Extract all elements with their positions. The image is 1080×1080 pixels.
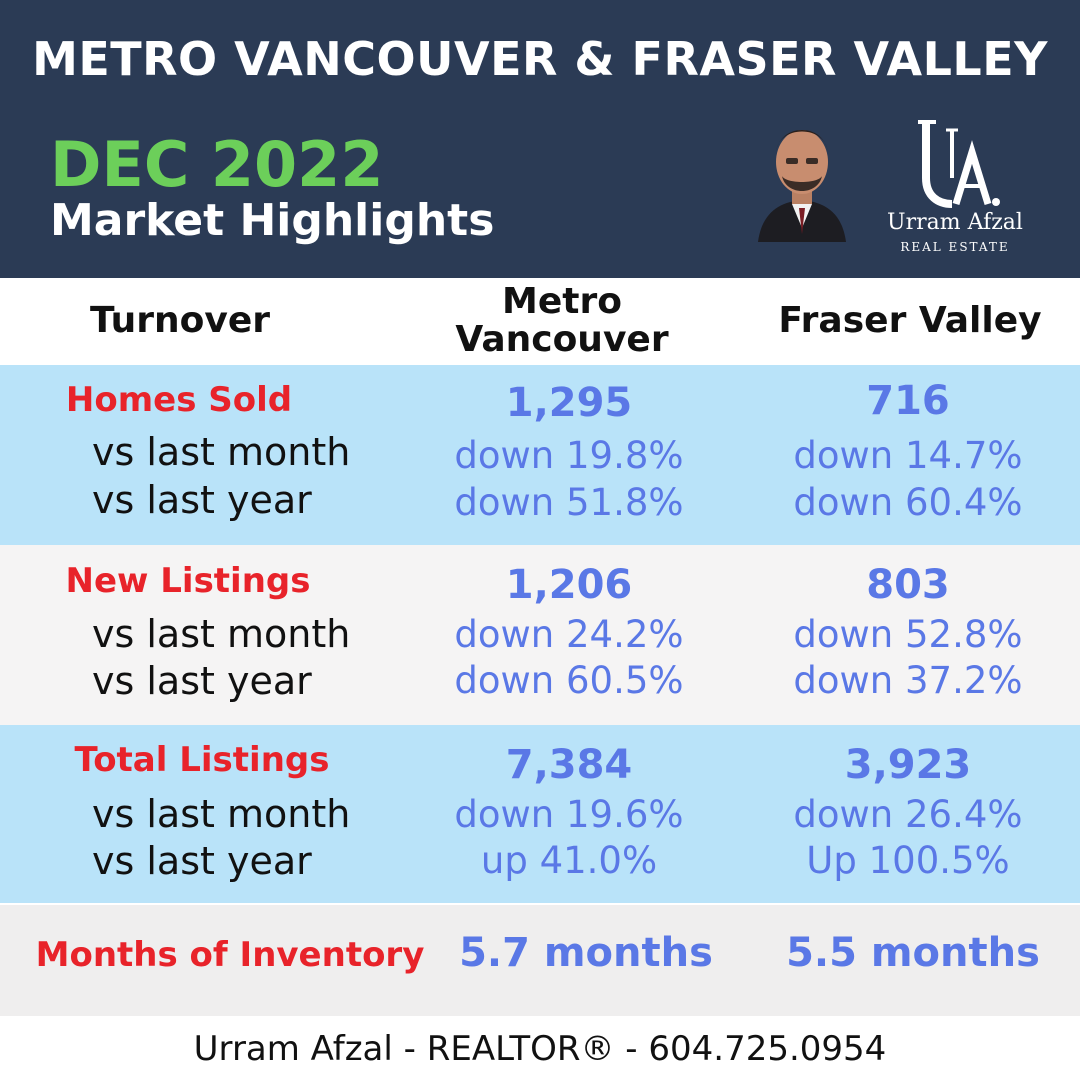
homes-sold-section [0,365,1080,545]
inventory-metro-value: 5.7 months [459,930,713,976]
footer-contact: Urram Afzal - REALTOR® - 604.725.0954 [0,1018,1080,1080]
new-listings-fraser-year: down 37.2% [793,659,1023,702]
header-banner: METRO VANCOUVER & FRASER VALLEY DEC 2022… [0,0,1080,278]
new-listings-metro-year: down 60.5% [454,659,684,702]
column-header-turnover: Turnover [90,300,270,342]
brand-name: Urram Afzal [887,210,1023,235]
total-listings-fraser-month: down 26.4% [793,793,1023,836]
homes-sold-fraser-value: 716 [866,378,950,424]
row-label-vs-last-year: vs last year [92,839,312,883]
region-title: METRO VANCOUVER & FRASER VALLEY [32,32,1048,86]
column-header-metro: Metro Vancouver [455,281,669,360]
new-listings-metro-value: 1,206 [505,562,633,608]
total-listings-fraser-year: Up 100.5% [806,839,1010,882]
row-label-vs-last-month: vs last month [92,792,351,836]
row-label-vs-last-year: vs last year [92,478,312,522]
total-listings-metro-month: down 19.6% [454,793,684,836]
column-header-fraser: Fraser Valley [778,300,1042,342]
period-title: DEC 2022 [50,128,384,201]
new-listings-section [0,545,1080,725]
metric-title-homes-sold: Homes Sold [65,380,293,420]
agent-portrait [748,104,856,242]
row-label-vs-last-month: vs last month [92,430,351,474]
row-label-vs-last-month: vs last month [92,612,351,656]
row-label-vs-last-year: vs last year [92,659,312,703]
brand-subtitle: REAL ESTATE [900,240,1010,254]
homes-sold-fraser-month: down 14.7% [793,434,1023,477]
homes-sold-metro-value: 1,295 [505,380,633,426]
total-listings-metro-value: 7,384 [505,742,633,788]
homes-sold-metro-month: down 19.8% [454,434,684,477]
page-subtitle: Market Highlights [50,195,495,246]
homes-sold-metro-year: down 51.8% [454,481,684,524]
new-listings-fraser-month: down 52.8% [793,613,1023,656]
inventory-section [0,905,1080,1016]
metric-title-total-listings: Total Listings [74,740,330,780]
metric-title-new-listings: New Listings [65,561,311,601]
new-listings-fraser-value: 803 [866,562,950,608]
total-listings-section [0,725,1080,903]
brand-logo [918,120,1000,208]
total-listings-metro-year: up 41.0% [480,839,658,882]
total-listings-fraser-value: 3,923 [844,742,972,788]
new-listings-metro-month: down 24.2% [454,613,684,656]
inventory-fraser-value: 5.5 months [786,930,1040,976]
homes-sold-fraser-year: down 60.4% [793,481,1023,524]
metric-title-months-of-inventory: Months of Inventory [35,935,425,975]
